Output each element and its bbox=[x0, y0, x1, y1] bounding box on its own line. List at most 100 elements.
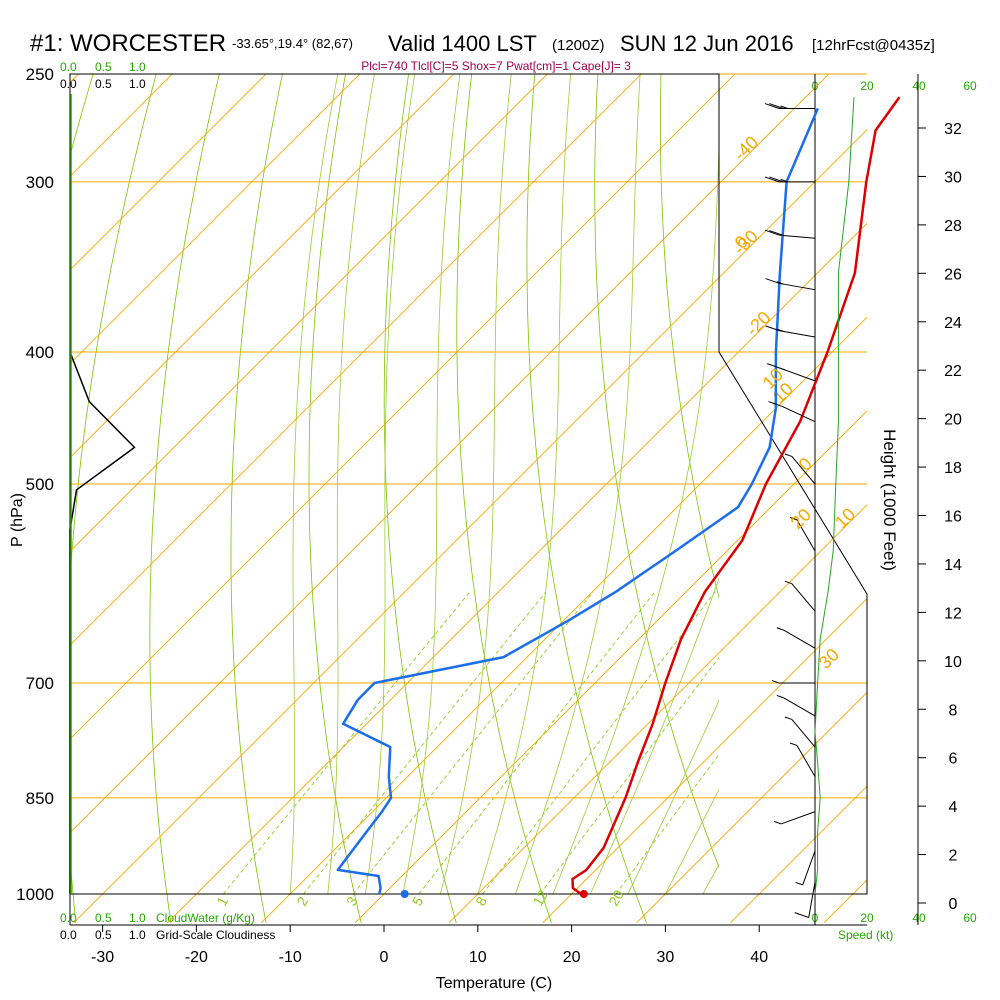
wind-barb-staff bbox=[779, 330, 816, 338]
height-tick-label: 16 bbox=[944, 509, 962, 526]
mixing-ratio-line bbox=[222, 591, 471, 895]
wind-barb-staff bbox=[783, 697, 816, 717]
wind-barb bbox=[767, 363, 816, 382]
isotherm-line bbox=[70, 74, 736, 740]
wind-barb-flag bbox=[771, 680, 780, 684]
wind-barb bbox=[776, 627, 816, 649]
mixing-ratio-label: 8 bbox=[472, 894, 490, 909]
wind-barb-flag bbox=[780, 105, 788, 109]
height-tick-label: 22 bbox=[944, 363, 962, 380]
isotherm-label: -40 bbox=[730, 132, 763, 165]
isotherm-line bbox=[70, 74, 267, 271]
top-cloud-scale: 0.0 0.5 1.0 0.0 0.5 1.0 bbox=[60, 60, 146, 91]
bottom-cloud-scale: 0.0 0.5 1.0 CloudWater (g/Kg) 0.0 0.5 1.… bbox=[60, 911, 275, 942]
wind-speed-line-label: 20 bbox=[787, 505, 815, 533]
mixing-ratio-label: 5 bbox=[409, 894, 427, 909]
cloudwater-label: CloudWater (g/Kg) bbox=[156, 911, 255, 925]
wind-barb bbox=[764, 176, 815, 183]
wind-barb bbox=[764, 103, 815, 109]
wind-top-tick-1: 20 bbox=[860, 79, 874, 93]
mixing-ratio-label: 12 bbox=[530, 887, 552, 909]
isotherm-line bbox=[636, 691, 867, 924]
wind-barb-flag bbox=[780, 178, 788, 183]
top-green-tick-2: 1.0 bbox=[129, 60, 146, 74]
station-title: #1: WORCESTER bbox=[30, 30, 226, 57]
wind-barb bbox=[768, 401, 816, 423]
isotherm-line bbox=[167, 222, 867, 924]
moist-adiabat-line bbox=[402, 74, 461, 895]
height-tick-label: 12 bbox=[944, 605, 962, 622]
isotherm-line bbox=[354, 410, 867, 924]
moist-adiabat-line bbox=[552, 138, 719, 895]
wind-barb-flag bbox=[784, 716, 793, 720]
moist-adiabat-line bbox=[364, 74, 416, 895]
bottom-green-tick-0: 0.0 bbox=[60, 911, 77, 925]
wind-barb bbox=[789, 516, 816, 552]
wind-barb-staff bbox=[802, 850, 816, 886]
x-tick-label: 20 bbox=[563, 949, 581, 966]
wind-barb-staff bbox=[783, 629, 816, 649]
forecast-info: [12hrFcst@0435z] bbox=[812, 37, 935, 54]
isotherm-line bbox=[70, 74, 549, 553]
dry-adiabat-line bbox=[849, 50, 1000, 923]
height-tick-label: 0 bbox=[949, 896, 958, 913]
mixing-ratio-line bbox=[352, 591, 594, 895]
isotherm-line bbox=[70, 74, 455, 459]
valid-date: SUN 12 Jun 2016 bbox=[620, 31, 794, 56]
top-green-tick-1: 0.5 bbox=[95, 60, 112, 74]
wind-bottom-tick-2: 40 bbox=[912, 911, 926, 925]
mixing-ratio-label: 20 bbox=[605, 887, 627, 909]
wind-barb bbox=[784, 580, 816, 612]
isotherm-line bbox=[448, 504, 867, 924]
wind-barb-flag bbox=[789, 742, 798, 746]
moist-adiabat-line bbox=[477, 74, 571, 895]
dry-adiabat-line bbox=[974, 50, 1000, 923]
dry-adiabat-line bbox=[594, 74, 719, 869]
wind-speed-label: Speed (kt) bbox=[838, 928, 893, 942]
wind-barb-staff bbox=[796, 519, 816, 552]
wind-barb-flag bbox=[776, 328, 784, 333]
wind-barb-flag bbox=[784, 580, 793, 585]
wind-barb bbox=[765, 278, 816, 291]
wind-barb-flag bbox=[764, 229, 780, 236]
moist-adiabat-line bbox=[439, 74, 512, 895]
x-tick-label: 0 bbox=[380, 949, 389, 966]
wind-barb-flag bbox=[769, 103, 784, 109]
pressure-tick-label: 700 bbox=[26, 674, 54, 693]
pressure-tick-label: 850 bbox=[26, 789, 54, 808]
wind-barb bbox=[784, 716, 816, 748]
wind-barb bbox=[765, 325, 816, 338]
wind-barb-staff bbox=[791, 719, 816, 748]
height-tick-label: 24 bbox=[944, 315, 962, 332]
moist-adiabat-line bbox=[665, 788, 719, 895]
pressure-tick-label: 400 bbox=[26, 343, 54, 362]
x-tick-label: 30 bbox=[657, 949, 675, 966]
wind-barb-flag bbox=[769, 230, 784, 236]
wind-barb-staff bbox=[791, 583, 816, 612]
pressure-tick-label: 250 bbox=[26, 65, 54, 84]
zulu-time: (1200Z) bbox=[552, 37, 605, 54]
isotherm-line bbox=[70, 74, 642, 646]
wind-top-tick-3: 60 bbox=[963, 79, 977, 93]
bottom-black-tick-2: 1.0 bbox=[129, 928, 146, 942]
x-axis-title: Temperature (C) bbox=[436, 975, 552, 992]
wind-barb-flag bbox=[764, 176, 780, 183]
wind-barb bbox=[774, 811, 816, 825]
x-tick-label: -20 bbox=[185, 949, 208, 966]
dry-adiabat-line bbox=[456, 74, 552, 924]
dry-adiabat-line bbox=[308, 74, 362, 923]
height-tick-label: 30 bbox=[944, 169, 962, 186]
wind-barb-flag bbox=[774, 821, 782, 825]
wind-barb-staff bbox=[781, 811, 816, 825]
wind-barb-flag bbox=[794, 912, 809, 918]
height-tick-label: 2 bbox=[949, 848, 958, 865]
isotherm-line bbox=[70, 74, 830, 834]
moist-adiabat-line bbox=[590, 577, 719, 895]
isotherm-line bbox=[261, 316, 867, 924]
dry-adiabat-line bbox=[230, 74, 283, 923]
height-tick-label: 10 bbox=[944, 654, 962, 671]
moist-adiabat-line bbox=[327, 74, 375, 895]
height-tick-label: 20 bbox=[944, 412, 962, 429]
